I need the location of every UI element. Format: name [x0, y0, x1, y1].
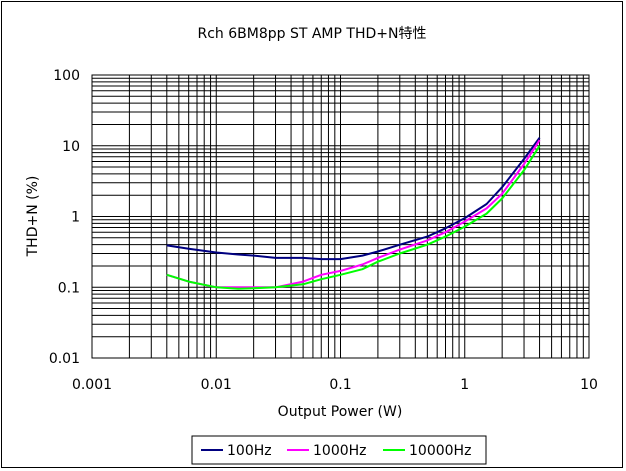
x-tick-label: 0.1	[329, 377, 351, 393]
y-axis-label: THD+N (%)	[25, 176, 41, 258]
legend-label: 100Hz	[227, 443, 272, 459]
y-tick-label: 1	[71, 210, 80, 226]
y-tick-label: 0.1	[58, 280, 80, 296]
x-axis-label: Output Power (W)	[278, 404, 403, 420]
y-tick-label: 10	[62, 139, 80, 155]
x-tick-label: 0.001	[72, 377, 112, 393]
chart-svg: Rch 6BM8pp ST AMP THD+N特性 0.001 0.01 0.1 1 1…	[25, 26, 598, 465]
legend: 100Hz 1000Hz 10000Hz	[191, 435, 487, 465]
x-tick-label: 0.01	[201, 377, 232, 393]
legend-box	[191, 435, 487, 465]
legend-label: 10000Hz	[409, 443, 471, 459]
y-tick-label: 0.01	[49, 351, 80, 367]
y-tick-label: 100	[53, 68, 80, 84]
chart-title: Rch 6BM8pp ST AMP THD+N特性	[198, 26, 427, 42]
plot-border	[91, 74, 590, 359]
plot-area: 0.001 0.01 0.1 1 10 0.01 0.1 1 10 100	[49, 68, 598, 393]
series-line-1000hz	[166, 139, 541, 289]
x-tick-label: 10	[580, 377, 598, 393]
series-line-10000hz	[166, 145, 541, 290]
x-tick-label: 1	[460, 377, 469, 393]
series-line-100hz	[166, 137, 541, 261]
legend-label: 1000Hz	[313, 443, 367, 459]
